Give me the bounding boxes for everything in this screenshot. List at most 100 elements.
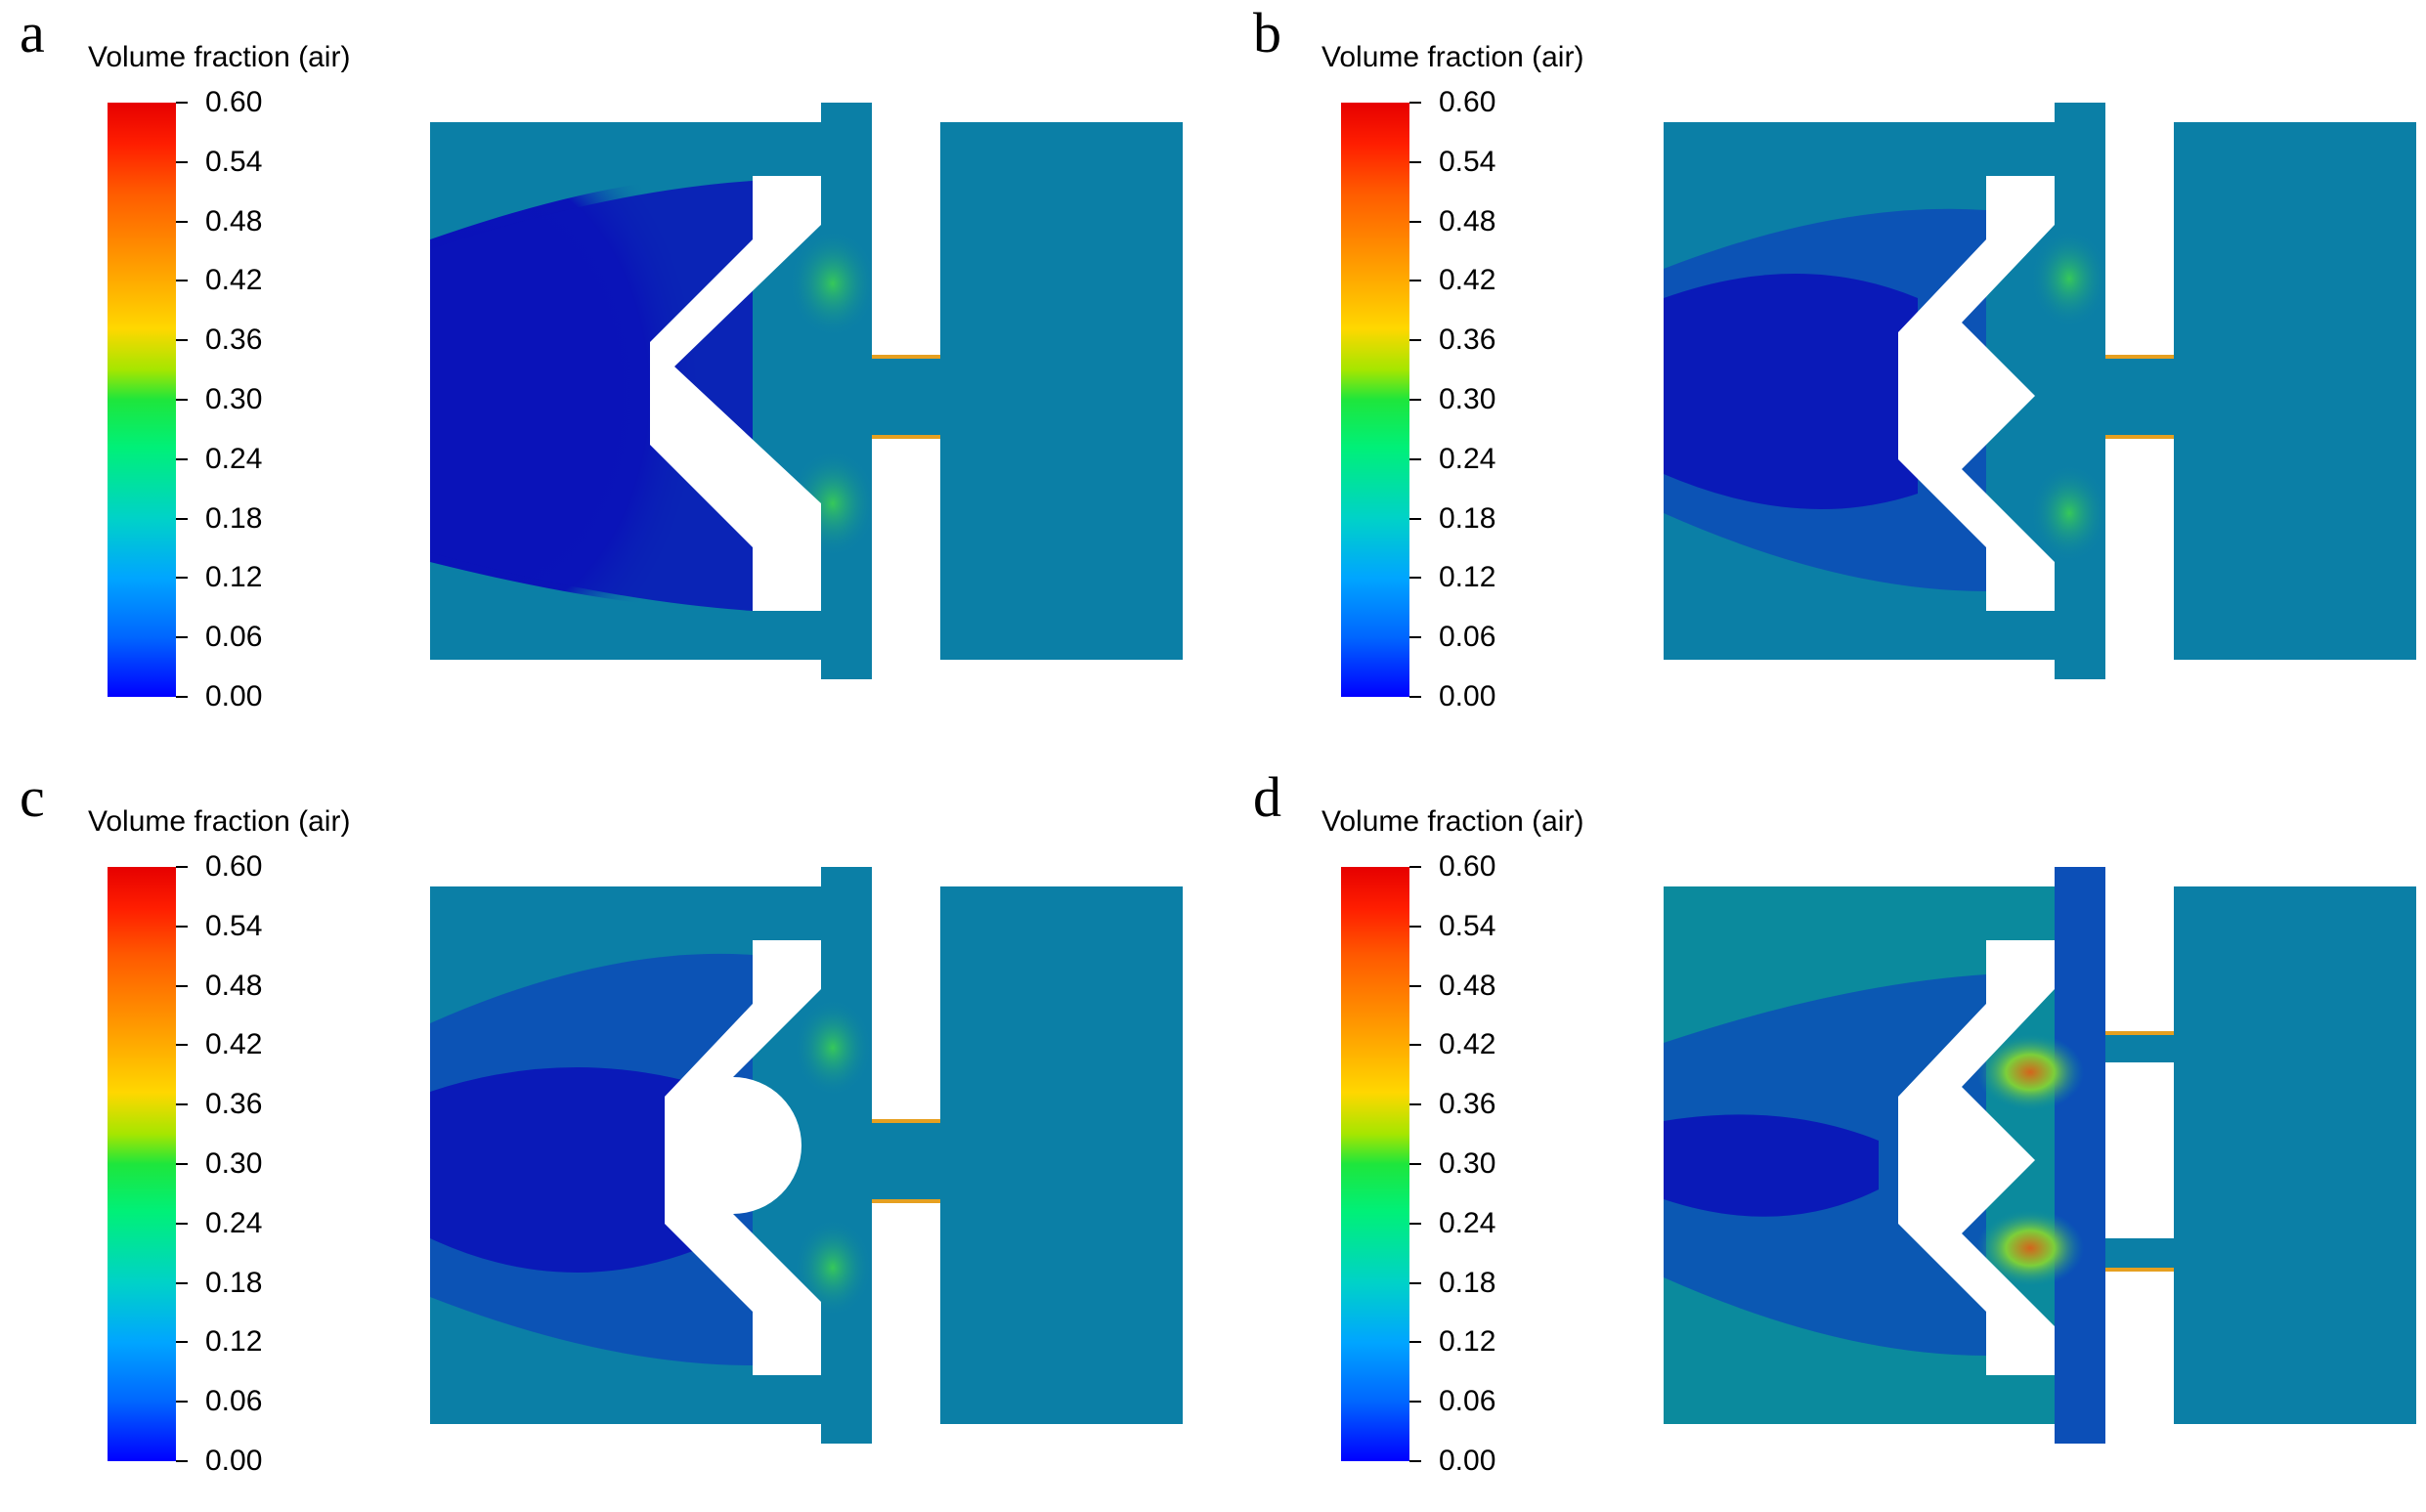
- colorbar-title: Volume fraction (air): [1321, 805, 1584, 838]
- colorbar-tick-line: [1409, 1044, 1421, 1047]
- colorbar-ticks: 0.60 0.54 0.48 0.42 0.36 0.30 0.24 0.18 0.12 0.06…: [1409, 850, 1527, 1477]
- colorbar-tick-label: 0.42: [205, 264, 263, 297]
- colorbar-tick-label: 0.30: [1439, 1147, 1496, 1180]
- colorbar-tick-line: [1409, 1103, 1421, 1106]
- colorbar-title: Volume fraction (air): [88, 41, 351, 73]
- colorbar-tick-line: [1409, 160, 1421, 163]
- colorbar-tick-label: 0.36: [1439, 1088, 1496, 1121]
- colorbar-tick-line: [1409, 517, 1421, 520]
- colorbar-tick-line: [176, 339, 188, 342]
- colorbar-tick-label: 0.06: [1439, 1385, 1496, 1418]
- colorbar-tick-label: 0.36: [205, 324, 263, 357]
- colorbar-tick-line: [176, 102, 188, 104]
- colorbar-tick-line: [176, 1460, 188, 1462]
- colorbar-tick-line: [1409, 984, 1421, 987]
- colorbar-tick-label: 0.48: [1439, 204, 1496, 238]
- colorbar-tick-line: [1409, 1163, 1421, 1165]
- colorbar-tick-line: [176, 696, 188, 698]
- colorbar-tick-label: 0.06: [205, 1385, 263, 1418]
- colorbar-tick-line: [176, 517, 188, 520]
- colorbar-tick-label: 0.00: [205, 1445, 263, 1477]
- colorbar-tick-line: [1409, 1222, 1421, 1225]
- colorbar-tick-line: [1409, 866, 1421, 868]
- colorbar-tick-line: [1409, 280, 1421, 282]
- panel-letter: b: [1253, 1, 1281, 65]
- colorbar-tick-line: [176, 1163, 188, 1165]
- colorbar-tick-label: 0.54: [205, 909, 263, 942]
- colorbar-tick-line: [176, 1401, 188, 1404]
- colorbar-tick-label: 0.60: [1439, 86, 1496, 118]
- colorbar-tick-label: 0.36: [1439, 324, 1496, 357]
- simulation-field: [430, 103, 1183, 679]
- colorbar-tick-label: 0.00: [1439, 680, 1496, 713]
- panel-a: a Volume fraction (air) 0.60 0.54 0.48 0.42…: [0, 0, 1212, 748]
- colorbar-tick-label: 0.00: [205, 680, 263, 713]
- colorbar: [1341, 867, 1409, 1461]
- colorbar-tick-label: 0.30: [205, 1147, 263, 1180]
- colorbar-tick-label: 0.24: [205, 442, 263, 475]
- colorbar-tick-label: 0.54: [1439, 145, 1496, 178]
- colorbar-ticks: 0.60 0.54 0.48 0.42 0.36 0.30 0.24 0.18 0.12 0.06…: [1409, 86, 1527, 713]
- colorbar-tick-line: [176, 984, 188, 987]
- colorbar-tick-line: [176, 1341, 188, 1344]
- colorbar-ticks: 0.60 0.54 0.48 0.42 0.36 0.30 0.24 0.18 0.12 0.06…: [176, 850, 293, 1477]
- colorbar-tick-line: [1409, 102, 1421, 104]
- colorbar-tick-label: 0.06: [1439, 621, 1496, 654]
- colorbar-tick-line: [1409, 457, 1421, 460]
- colorbar-ticks: 0.60 0.54 0.48 0.42 0.36 0.30 0.24 0.18 0.12 0.06…: [176, 86, 293, 713]
- colorbar-tick-line: [1409, 577, 1421, 580]
- colorbar-tick-line: [1409, 1281, 1421, 1284]
- colorbar-tick-label: 0.00: [1439, 1445, 1496, 1477]
- colorbar-tick-label: 0.54: [1439, 909, 1496, 942]
- colorbar-tick-label: 0.60: [1439, 850, 1496, 883]
- colorbar-tick-label: 0.54: [205, 145, 263, 178]
- colorbar-tick-line: [1409, 1401, 1421, 1404]
- colorbar-tick-label: 0.18: [1439, 1266, 1496, 1299]
- panel-letter: c: [20, 765, 45, 829]
- colorbar-tick-label: 0.24: [205, 1206, 263, 1239]
- panel-letter: d: [1253, 765, 1281, 829]
- colorbar: [108, 867, 176, 1461]
- colorbar-tick-label: 0.42: [205, 1028, 263, 1061]
- colorbar-tick-line: [176, 220, 188, 223]
- colorbar-tick-line: [176, 1222, 188, 1225]
- colorbar-tick-line: [1409, 925, 1421, 928]
- colorbar-tick-label: 0.48: [1439, 969, 1496, 1002]
- colorbar-tick-label: 0.24: [1439, 442, 1496, 475]
- colorbar-tick-line: [176, 866, 188, 868]
- colorbar-tick-label: 0.18: [1439, 501, 1496, 535]
- colorbar-tick-label: 0.12: [205, 561, 263, 594]
- colorbar-tick-line: [176, 160, 188, 163]
- colorbar-tick-label: 0.06: [205, 621, 263, 654]
- colorbar-tick-line: [176, 577, 188, 580]
- simulation-field: [430, 867, 1183, 1444]
- colorbar-tick-line: [1409, 1341, 1421, 1344]
- colorbar-tick-label: 0.18: [205, 1266, 263, 1299]
- colorbar-tick-label: 0.60: [205, 86, 263, 118]
- colorbar-tick-label: 0.42: [1439, 1028, 1496, 1061]
- colorbar-title: Volume fraction (air): [88, 805, 351, 838]
- colorbar-tick-line: [1409, 1460, 1421, 1462]
- colorbar-tick-line: [176, 636, 188, 639]
- colorbar-tick-label: 0.24: [1439, 1206, 1496, 1239]
- colorbar-tick-label: 0.12: [1439, 1325, 1496, 1359]
- colorbar-tick-label: 0.60: [205, 850, 263, 883]
- colorbar-tick-line: [176, 280, 188, 282]
- colorbar: [108, 103, 176, 697]
- colorbar-tick-line: [1409, 220, 1421, 223]
- colorbar-tick-line: [176, 1281, 188, 1284]
- panel-d: d Volume fraction (air) 0.60 0.54 0.48 0.42…: [1234, 764, 2426, 1512]
- colorbar-tick-line: [176, 1044, 188, 1047]
- colorbar-tick-label: 0.18: [205, 501, 263, 535]
- colorbar-tick-label: 0.42: [1439, 264, 1496, 297]
- colorbar-title: Volume fraction (air): [1321, 41, 1584, 73]
- panel-c: c Volume fraction (air) 0.60 0.54 0.48 0.42…: [0, 764, 1212, 1512]
- colorbar-tick-line: [176, 1103, 188, 1106]
- colorbar-tick-line: [1409, 399, 1421, 401]
- colorbar-tick-label: 0.48: [205, 204, 263, 238]
- colorbar-tick-label: 0.30: [205, 383, 263, 415]
- colorbar-tick-label: 0.12: [205, 1325, 263, 1359]
- panel-b: b Volume fraction (air) 0.60 0.54 0.48 0.42…: [1234, 0, 2426, 748]
- colorbar-tick-label: 0.36: [205, 1088, 263, 1121]
- colorbar-tick-line: [176, 457, 188, 460]
